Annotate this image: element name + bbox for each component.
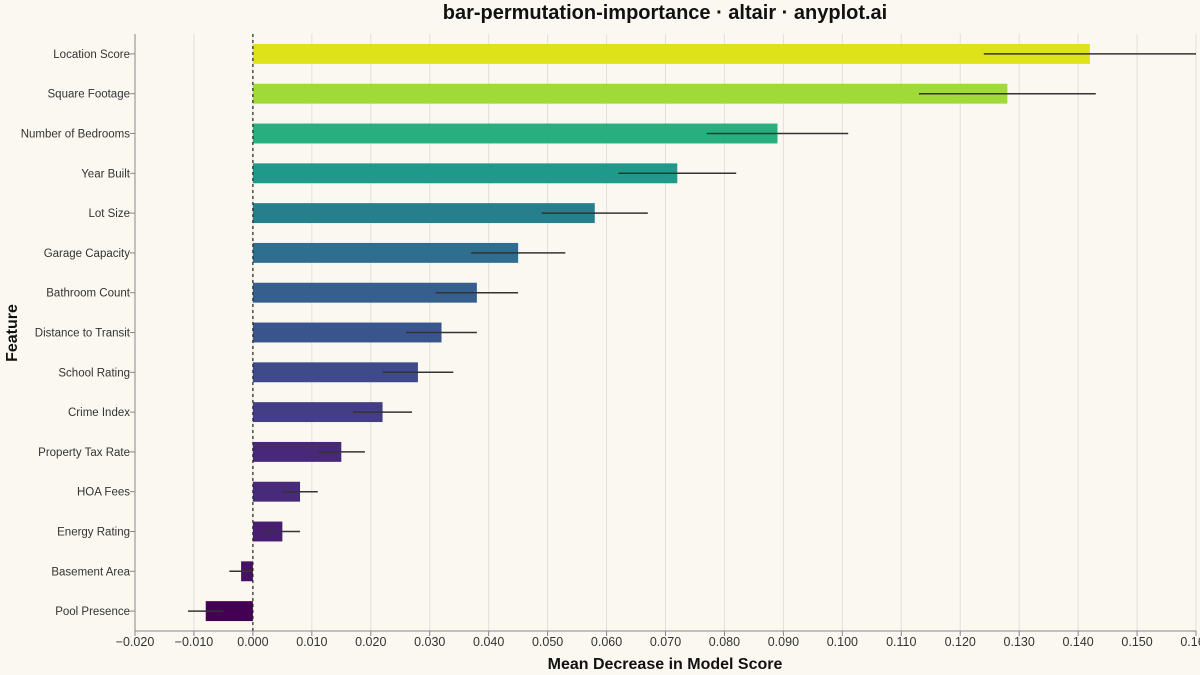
- x-tick-label: 0.000: [237, 635, 268, 649]
- x-tick-label: 0.050: [532, 635, 563, 649]
- y-tick-label: Crime Index: [68, 407, 130, 419]
- y-tick-label: Energy Rating: [57, 527, 130, 539]
- y-tick-label: Number of Bedrooms: [21, 129, 131, 141]
- bar: [252, 441, 342, 462]
- x-tick-label: −0.010: [175, 635, 214, 649]
- y-tick-label: Year Built: [81, 168, 131, 180]
- y-tick-label: Distance to Transit: [35, 328, 131, 340]
- x-tick-label: 0.110: [886, 635, 916, 649]
- y-tick-label: Basement Area: [51, 566, 130, 578]
- bar: [252, 282, 477, 303]
- x-tick-label: 0.040: [473, 635, 504, 649]
- x-tick-label: 0.160: [1180, 635, 1200, 649]
- x-tick-label: −0.020: [116, 635, 155, 649]
- x-tick-label: 0.010: [296, 635, 327, 649]
- y-tick-label: Property Tax Rate: [38, 447, 130, 459]
- bar: [252, 402, 383, 423]
- bar: [252, 123, 778, 144]
- x-tick-label: 0.130: [1004, 635, 1035, 649]
- x-tick-label: 0.120: [945, 635, 976, 649]
- bar: [205, 601, 253, 622]
- bar: [252, 83, 1008, 104]
- y-tick-label: Pool Presence: [55, 606, 130, 618]
- x-tick-label: 0.030: [414, 635, 445, 649]
- x-tick-label: 0.070: [650, 635, 681, 649]
- x-tick-label: 0.060: [591, 635, 622, 649]
- y-axis-title: Feature: [4, 304, 21, 362]
- y-tick-label: Garage Capacity: [44, 248, 131, 260]
- bar: [252, 242, 519, 263]
- x-tick-label: 0.090: [768, 635, 799, 649]
- bar: [252, 362, 418, 383]
- chart-title: bar-permutation-importance · altair · an…: [443, 2, 888, 24]
- bar: [252, 322, 442, 343]
- x-axis-ticks: −0.020 −0.010 0.000 0.010 0.020 0.030 0.040 0.0…: [116, 631, 1200, 649]
- y-tick-label: Bathroom Count: [46, 288, 131, 300]
- y-tick-label: Lot Size: [88, 208, 130, 220]
- y-tick-label: Location Score: [53, 49, 130, 61]
- x-tick-label: 0.080: [709, 635, 740, 649]
- bars: [205, 43, 1090, 622]
- bar: [252, 481, 301, 502]
- y-axis-labels: Location Score Square Footage Number of Be…: [21, 49, 135, 618]
- error-bars: [188, 53, 1196, 612]
- y-tick-label: Square Footage: [48, 89, 130, 101]
- bar: [252, 203, 595, 224]
- bar: [252, 163, 678, 184]
- x-tick-label: 0.140: [1062, 635, 1093, 649]
- x-tick-label: 0.020: [355, 635, 386, 649]
- x-axis-title: Mean Decrease in Model Score: [548, 656, 783, 673]
- y-tick-label: School Rating: [58, 367, 130, 379]
- x-tick-label: 0.100: [827, 635, 858, 649]
- y-tick-label: HOA Fees: [77, 487, 130, 499]
- x-tick-label: 0.150: [1121, 635, 1152, 649]
- bar: [252, 43, 1090, 64]
